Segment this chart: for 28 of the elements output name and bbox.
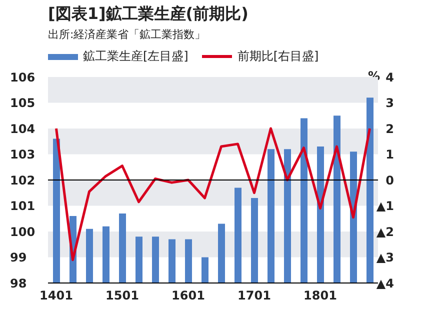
y2-tick-label: ▲3 [376,250,394,265]
y2-tick-label: 2 [386,122,394,136]
x-tick-label: 1501 [106,288,139,303]
y2-tick-label: 1 [386,148,394,162]
line-series [55,127,371,262]
y-tick-label: 99 [10,250,27,265]
y-tick-label: 100 [10,224,36,239]
y-tick-label: 101 [10,199,36,214]
legend-label: 鉱工業生産[左目盛] [83,48,188,65]
x-tick-label: 1401 [40,288,73,303]
y2-tick-label: ▲2 [376,224,394,239]
y-tick-label: 103 [10,148,36,162]
x-tick-label: 1701 [238,288,271,303]
y2-tick-label: 4 [386,70,394,84]
x-tick-label: 1601 [172,288,205,303]
y2-tick-label: ▲4 [376,276,394,290]
y-tick-label: 102 [10,173,36,188]
y2-tick-label: 0 [386,173,394,188]
y2-tick-label: ▲1 [376,199,394,214]
y-tick-label: 98 [10,276,27,290]
chart-title: [図表1]鉱工業生産(前期比) [48,4,250,25]
y2-tick-label: 3 [386,96,394,110]
x-tick-label: 1801 [304,288,337,303]
y-tick-label: 105 [10,96,36,110]
chart-subtitle: 出所:経済産業省「鉱工業指数」 [48,27,207,42]
legend-label: 前期比[右目盛] [237,48,319,65]
y-tick-label: 106 [10,70,36,84]
y-tick-label: 104 [10,122,36,136]
